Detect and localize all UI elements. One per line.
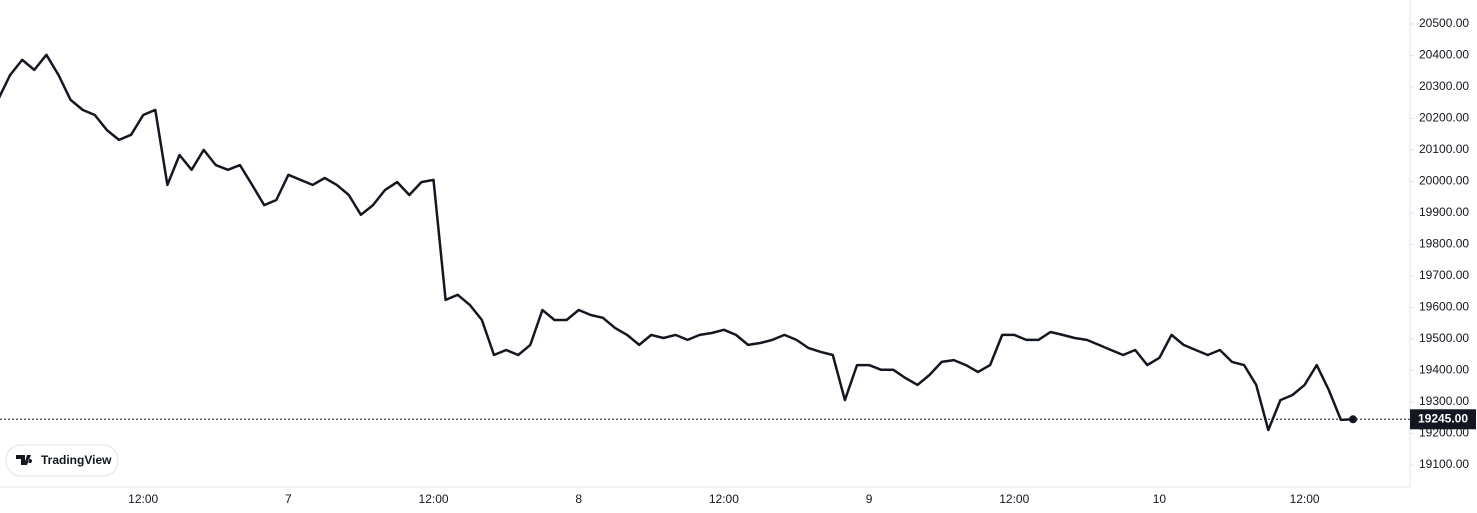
y-tick-label: 20000.00 (1419, 174, 1469, 188)
last-price-label: 19245.00 (1418, 411, 1468, 425)
x-tick-label: 10 (1153, 492, 1167, 506)
x-tick-label: 8 (575, 492, 582, 506)
y-tick-label: 20100.00 (1419, 142, 1469, 156)
y-tick-label: 20300.00 (1419, 79, 1469, 93)
x-tick-label: 12:00 (419, 492, 449, 506)
last-price-box (1410, 409, 1476, 430)
x-tick-label: 9 (866, 492, 873, 506)
y-tick-label: 19700.00 (1419, 268, 1469, 282)
y-tick-label: 20500.00 (1419, 16, 1469, 30)
x-tick-label: 12:00 (709, 492, 739, 506)
y-tick-label: 19900.00 (1419, 205, 1469, 219)
y-tick-label: 20400.00 (1419, 48, 1469, 62)
x-tick-label: 7 (285, 492, 292, 506)
last-point (1349, 415, 1357, 424)
price-line (0, 53, 1354, 432)
watermark[interactable]: TradingView (5, 444, 119, 477)
y-tick-label: 19100.00 (1419, 457, 1469, 471)
y-tick-label: 20200.00 (1419, 111, 1469, 125)
y-tick-label: 19800.00 (1419, 237, 1469, 251)
watermark-text: TradingView (41, 453, 112, 467)
y-tick-label: 19500.00 (1419, 331, 1469, 345)
y-tick-label: 19300.00 (1419, 394, 1469, 408)
x-tick-label: 12:00 (999, 492, 1029, 506)
y-tick-label: 19400.00 (1419, 363, 1469, 377)
watermark-box[interactable] (5, 444, 119, 477)
x-tick-label: 12:00 (1290, 492, 1320, 506)
y-tick-label: 19600.00 (1419, 300, 1469, 314)
x-tick-label: 12:00 (128, 492, 158, 506)
watermark-logo (16, 455, 33, 465)
